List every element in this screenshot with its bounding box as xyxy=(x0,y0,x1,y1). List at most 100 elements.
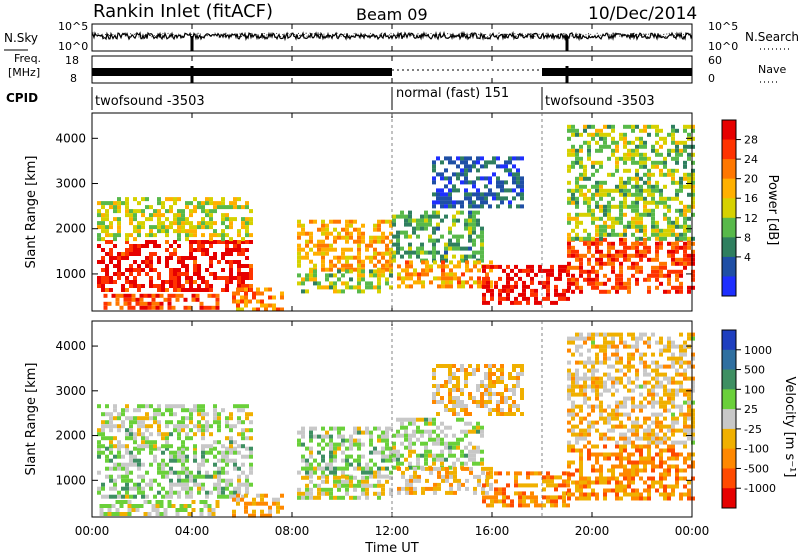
power-cell xyxy=(623,212,627,217)
power-cell xyxy=(486,300,490,305)
velocity-cell xyxy=(635,460,639,465)
power-cell xyxy=(429,280,433,285)
velocity-cell xyxy=(268,509,272,514)
power-cell xyxy=(607,241,611,246)
power-cell xyxy=(566,272,570,277)
colorbar-swatch xyxy=(722,369,736,390)
velocity-cell xyxy=(149,486,153,491)
power-cell xyxy=(209,233,213,238)
velocity-cell xyxy=(464,376,468,380)
power-cell xyxy=(177,276,181,280)
colorbar-tick-label: 25 xyxy=(744,403,758,416)
velocity-cell xyxy=(317,495,321,500)
power-cell xyxy=(133,248,137,252)
power-cell xyxy=(691,160,695,165)
power-cell xyxy=(361,289,365,294)
power-cell xyxy=(639,184,643,189)
velocity-cell xyxy=(671,456,675,461)
velocity-cell xyxy=(635,348,639,353)
velocity-cell xyxy=(137,474,141,479)
velocity-cell xyxy=(229,444,233,449)
power-cell xyxy=(249,268,253,272)
velocity-cell xyxy=(119,512,124,516)
velocity-cell xyxy=(185,458,189,463)
power-cell xyxy=(137,252,141,256)
velocity-cell xyxy=(153,416,157,421)
velocity-cell xyxy=(193,408,197,413)
power-cell xyxy=(389,273,393,278)
power-cell xyxy=(663,289,667,294)
power-cell xyxy=(599,128,603,133)
velocity-cell xyxy=(389,446,393,451)
velocity-cell xyxy=(554,503,558,508)
power-cell xyxy=(229,217,233,222)
power-cell xyxy=(558,292,562,297)
power-cell xyxy=(141,221,145,226)
power-cell xyxy=(575,200,579,205)
velocity-cell xyxy=(424,421,428,426)
velocity-cell xyxy=(583,444,587,449)
velocity-cell xyxy=(105,436,109,441)
power-cell xyxy=(256,307,260,312)
velocity-cell xyxy=(631,352,635,357)
velocity-cell xyxy=(488,364,492,368)
velocity-cell xyxy=(115,500,120,504)
velocity-cell xyxy=(260,497,264,502)
velocity-cell xyxy=(550,479,554,484)
velocity-cell xyxy=(675,468,679,473)
velocity-cell xyxy=(357,442,361,447)
velocity-cell xyxy=(518,471,522,476)
power-cell xyxy=(647,168,651,173)
velocity-cell xyxy=(647,460,651,465)
power-cell xyxy=(240,287,244,292)
velocity-cell xyxy=(181,486,185,491)
power-cell xyxy=(441,260,445,265)
velocity-cell xyxy=(460,368,464,372)
velocity-cell xyxy=(201,432,205,437)
velocity-cell xyxy=(496,368,500,372)
power-cell xyxy=(639,220,643,225)
power-cell xyxy=(260,291,264,296)
velocity-cell xyxy=(181,416,185,421)
power-cell xyxy=(105,272,109,276)
velocity-cell xyxy=(381,474,385,479)
velocity-cell xyxy=(413,474,417,479)
velocity-cell xyxy=(127,508,132,512)
power-cell xyxy=(185,288,189,292)
velocity-cell xyxy=(337,487,341,492)
power-cell xyxy=(325,223,329,228)
power-cell xyxy=(133,209,137,214)
velocity-cell xyxy=(477,474,481,479)
velocity-cell xyxy=(480,400,484,404)
velocity-cell xyxy=(599,432,603,437)
power-cell xyxy=(579,132,583,137)
power-cell xyxy=(643,277,647,282)
velocity-cell xyxy=(113,416,117,421)
power-cell xyxy=(333,289,337,294)
velocity-cell xyxy=(213,470,217,475)
power-cell xyxy=(309,273,313,278)
power-cell xyxy=(321,255,325,260)
power-cell xyxy=(185,276,189,280)
power-cell xyxy=(244,287,248,292)
power-cell xyxy=(149,240,153,244)
power-cell xyxy=(520,184,524,189)
power-cell xyxy=(486,276,490,281)
power-cell xyxy=(498,264,502,269)
power-cell xyxy=(101,268,105,272)
power-cell xyxy=(189,240,193,244)
velocity-cell xyxy=(183,504,188,508)
velocity-cell xyxy=(631,356,635,361)
power-cell xyxy=(229,248,233,252)
velocity-cell xyxy=(639,392,643,397)
velocity-cell xyxy=(105,420,109,425)
velocity-cell xyxy=(579,480,583,485)
velocity-cell xyxy=(193,478,197,483)
power-cell xyxy=(256,287,260,292)
velocity-cell xyxy=(197,462,201,467)
power-cell xyxy=(225,225,229,230)
power-cell xyxy=(349,235,353,240)
power-cell xyxy=(599,208,603,213)
velocity-cell xyxy=(205,458,209,463)
power-cell xyxy=(416,250,420,255)
